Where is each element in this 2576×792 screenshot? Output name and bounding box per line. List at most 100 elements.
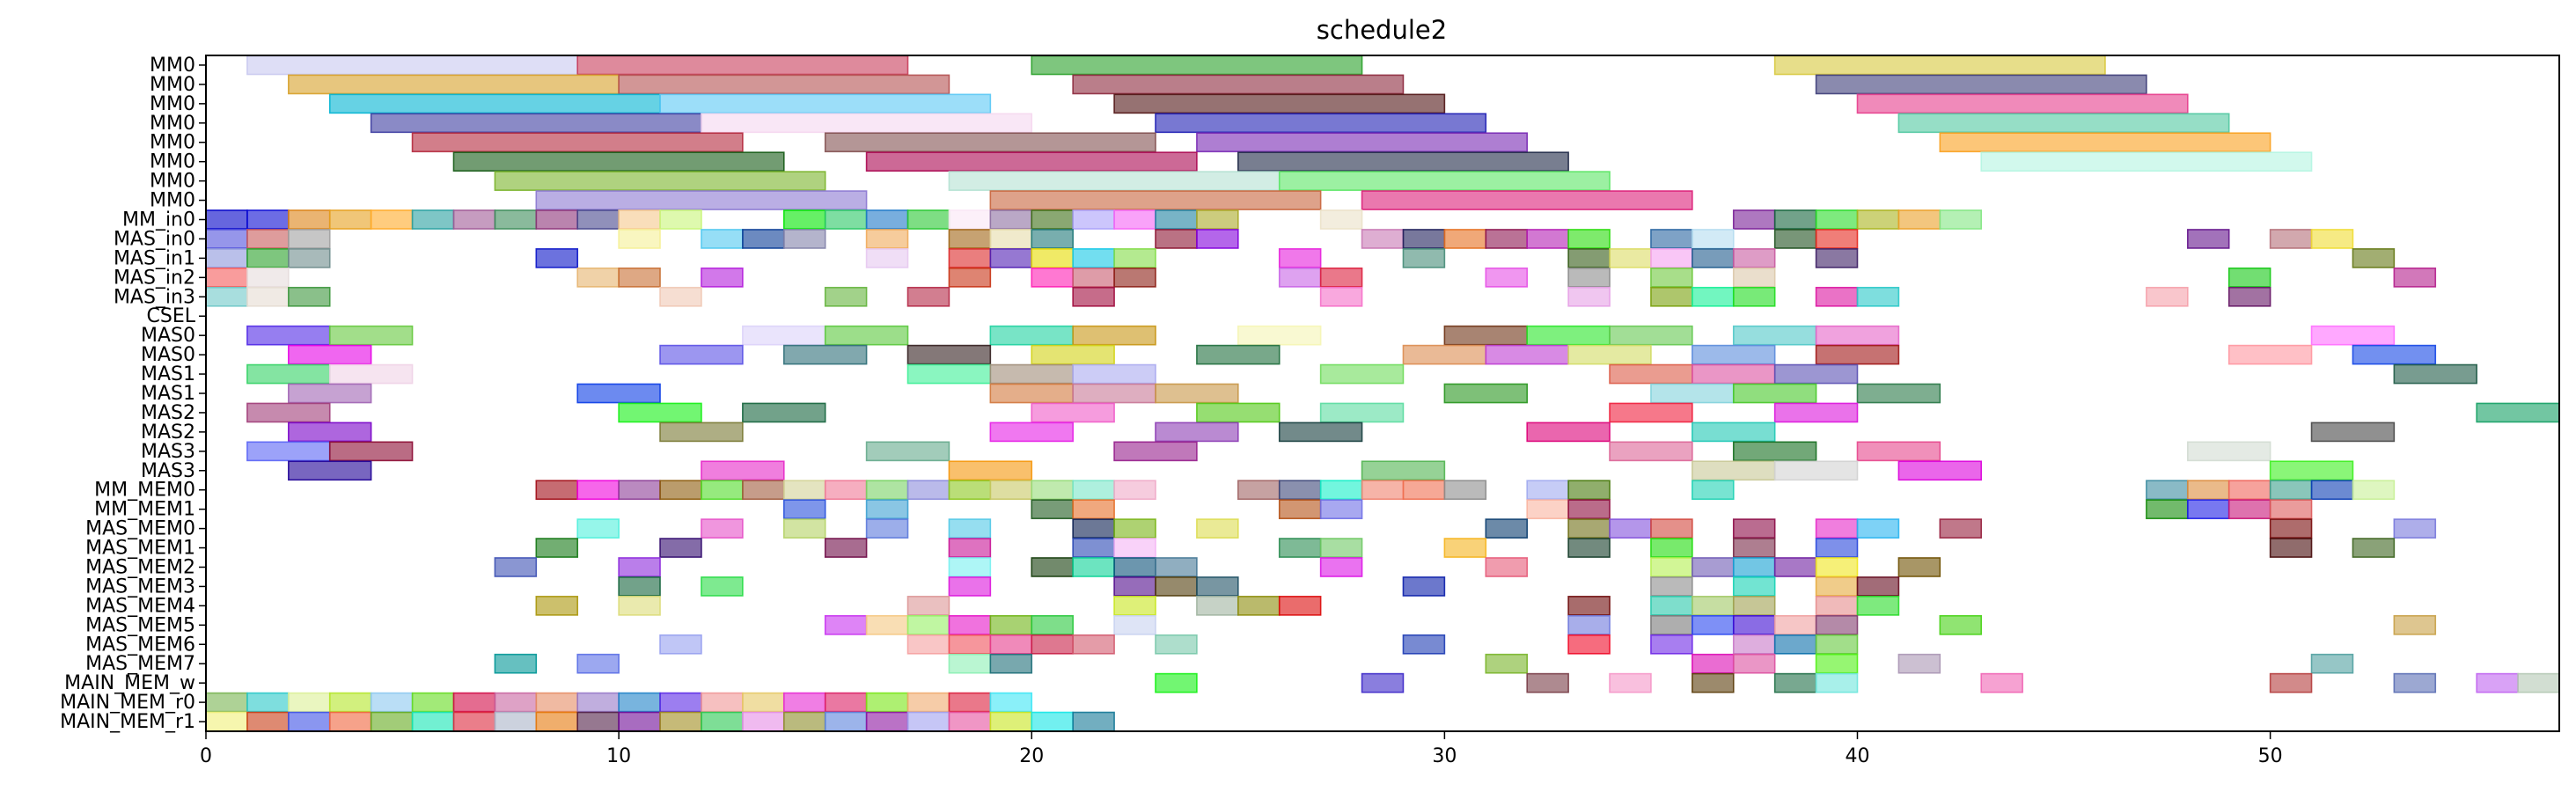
task-bar — [1609, 441, 1693, 462]
task-bar — [246, 248, 290, 268]
task-bar — [1443, 480, 1487, 501]
task-bar — [1485, 653, 1528, 674]
task-bar — [948, 460, 1033, 481]
task-bar — [2393, 614, 2437, 635]
task-bar — [1237, 480, 1281, 501]
task-bar — [535, 209, 579, 230]
task-bar — [1072, 209, 1115, 230]
task-bar — [1609, 325, 1693, 346]
task-bar — [2476, 402, 2560, 423]
task-bar — [2476, 672, 2519, 693]
task-bar — [1897, 460, 1983, 481]
task-bar — [1031, 344, 1115, 365]
task-bar — [1113, 209, 1156, 230]
task-bar — [1692, 344, 1776, 365]
task-bar — [1567, 248, 1611, 268]
task-bar — [1155, 672, 1198, 693]
task-bar — [659, 344, 744, 365]
task-bar — [1196, 402, 1281, 423]
task-bar — [1980, 672, 2023, 693]
task-bar — [288, 74, 620, 95]
task-bar — [1815, 325, 1900, 346]
task-bar — [1815, 74, 2147, 95]
task-bar — [1650, 576, 1693, 597]
task-bar — [1773, 614, 1817, 635]
y-tick-label: MM0 — [150, 113, 195, 135]
task-bar — [1692, 286, 1735, 307]
task-bar — [1897, 653, 1941, 674]
task-bar — [824, 132, 1156, 153]
task-bar — [494, 171, 826, 191]
task-bar — [742, 711, 785, 732]
task-bar — [1072, 248, 1115, 268]
task-bar — [1732, 538, 1776, 558]
task-bar — [1815, 209, 1859, 230]
task-bar — [1402, 480, 1446, 501]
task-bar — [1815, 596, 1859, 616]
task-bar — [1031, 402, 1115, 423]
task-bar — [1609, 672, 1652, 693]
task-bar — [1650, 518, 1693, 539]
task-bar — [1113, 614, 1156, 635]
task-bar — [2310, 422, 2396, 443]
task-bar — [1319, 480, 1363, 501]
task-bar — [906, 363, 992, 385]
task-bar — [742, 229, 785, 249]
task-bar — [1732, 268, 1776, 288]
task-bar — [1196, 209, 1239, 230]
task-bar — [1692, 248, 1735, 268]
task-bar — [1031, 268, 1074, 288]
task-bar — [1031, 557, 1074, 577]
task-bar — [1650, 557, 1693, 577]
task-bar — [906, 711, 950, 732]
task-bar — [452, 711, 496, 732]
task-bar — [1526, 499, 1569, 519]
y-tick-label: MAS_MEM3 — [85, 576, 195, 598]
task-bar — [989, 653, 1033, 674]
task-bar — [782, 229, 826, 249]
task-bar — [2393, 363, 2477, 385]
task-bar — [535, 480, 579, 501]
task-bar — [1113, 248, 1156, 268]
task-bar — [1897, 113, 2230, 134]
task-bar — [906, 344, 992, 365]
task-bar — [1526, 325, 1611, 346]
task-bar — [618, 480, 661, 501]
y-tick-label: MAS_in1 — [114, 247, 195, 269]
task-bar — [1815, 229, 1859, 249]
task-bar — [618, 402, 702, 423]
task-bar — [948, 653, 992, 674]
task-bar — [782, 692, 826, 713]
y-tick-label: MAS_in3 — [114, 286, 195, 308]
x-tick-label: 20 — [1019, 745, 1044, 767]
task-bar — [1773, 634, 1817, 655]
task-bar — [1650, 383, 1735, 404]
y-tick-label: MM0 — [150, 93, 195, 115]
task-bar — [1815, 672, 1859, 693]
task-bar — [1567, 538, 1611, 558]
task-bar — [659, 711, 702, 732]
task-bar — [1567, 229, 1611, 249]
task-bar — [1402, 576, 1446, 597]
task-bar — [1402, 344, 1487, 365]
task-bar — [618, 692, 661, 713]
task-bar — [701, 576, 744, 597]
y-tick-label: MM0 — [150, 171, 195, 193]
task-bar — [1072, 480, 1115, 501]
task-bar — [246, 363, 331, 385]
task-bar — [1155, 209, 1198, 230]
y-tick-label: MAS_MEM4 — [85, 595, 195, 617]
task-bar — [288, 692, 331, 713]
task-bar — [494, 557, 538, 577]
task-bar — [246, 286, 290, 307]
task-bar — [989, 229, 1033, 249]
task-bar — [906, 209, 950, 230]
task-bar — [1278, 268, 1322, 288]
y-tick-label: MM0 — [150, 190, 195, 212]
task-bar — [1567, 499, 1611, 519]
task-bar — [2310, 325, 2396, 346]
task-bar — [1485, 518, 1528, 539]
task-bar — [659, 480, 702, 501]
task-bar — [906, 480, 950, 501]
task-bar — [1732, 518, 1776, 539]
